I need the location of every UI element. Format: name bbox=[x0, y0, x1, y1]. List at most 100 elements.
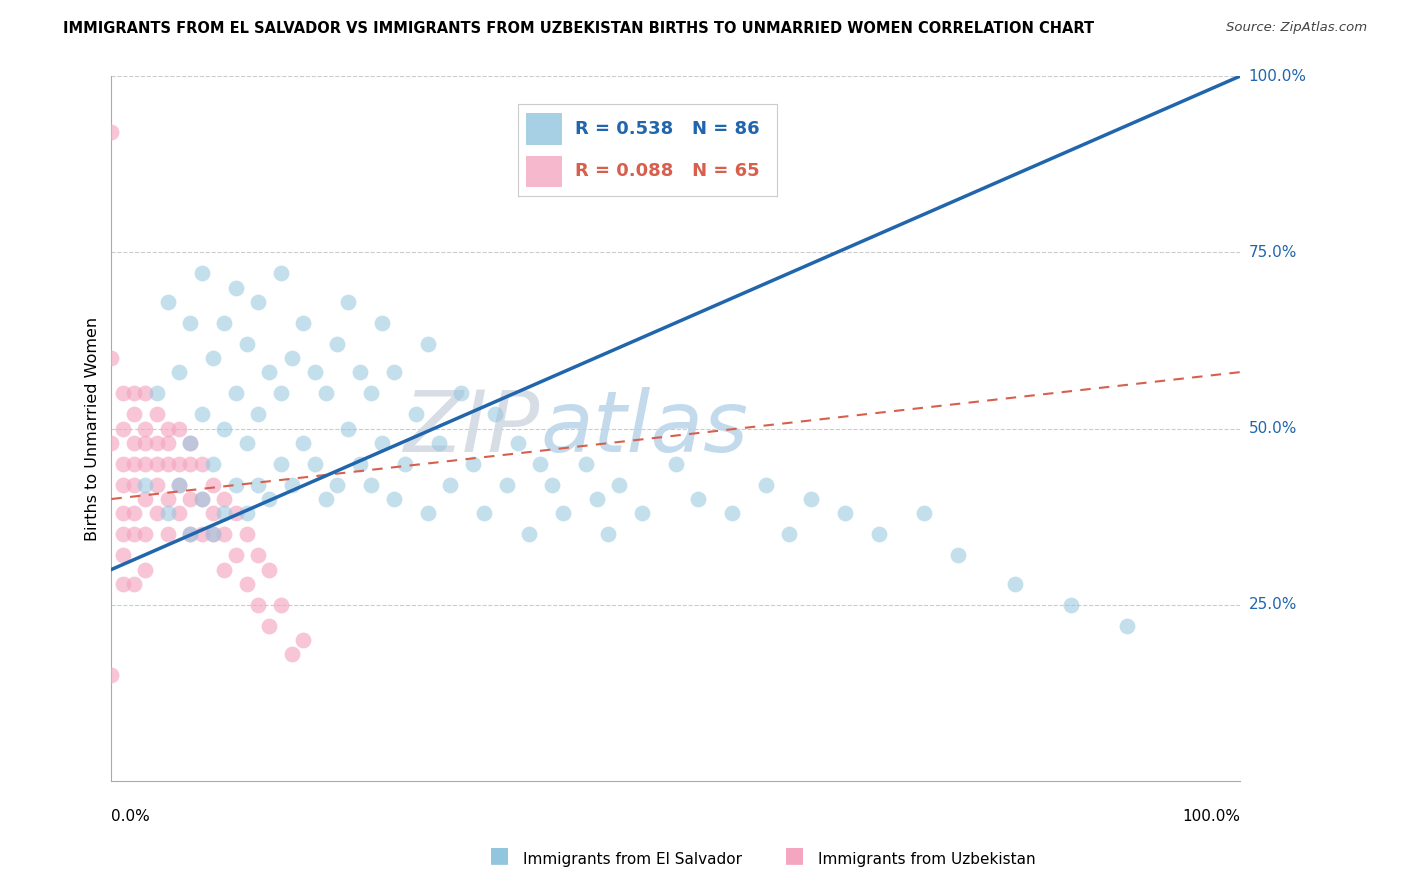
Point bbox=[179, 491, 201, 506]
Text: 0.0%: 0.0% bbox=[111, 809, 150, 824]
Point bbox=[134, 562, 156, 576]
Point bbox=[236, 576, 259, 591]
Point bbox=[145, 435, 167, 450]
Point bbox=[202, 457, 225, 471]
Point bbox=[236, 337, 259, 351]
Point bbox=[382, 365, 405, 379]
Point bbox=[167, 457, 190, 471]
Point bbox=[100, 668, 122, 682]
Point bbox=[281, 351, 304, 365]
Point bbox=[225, 386, 247, 401]
Point bbox=[506, 435, 529, 450]
Point bbox=[214, 527, 236, 541]
Point bbox=[247, 549, 270, 563]
Point bbox=[202, 478, 225, 492]
Point bbox=[326, 337, 349, 351]
Point bbox=[202, 527, 225, 541]
Text: atlas: atlas bbox=[540, 387, 748, 470]
Point bbox=[214, 421, 236, 435]
Point bbox=[247, 408, 270, 422]
Point bbox=[236, 527, 259, 541]
Point bbox=[484, 408, 506, 422]
Point bbox=[574, 457, 596, 471]
Point bbox=[100, 435, 122, 450]
Point bbox=[1060, 598, 1083, 612]
Point bbox=[540, 478, 562, 492]
Point bbox=[156, 527, 179, 541]
Point bbox=[111, 478, 134, 492]
Point bbox=[111, 549, 134, 563]
Point bbox=[202, 527, 225, 541]
Point bbox=[167, 506, 190, 520]
Point bbox=[946, 549, 969, 563]
Point bbox=[292, 435, 315, 450]
Point bbox=[270, 386, 292, 401]
Point bbox=[315, 491, 337, 506]
Point bbox=[349, 457, 371, 471]
Point bbox=[225, 280, 247, 294]
Text: 25.0%: 25.0% bbox=[1249, 598, 1296, 612]
Point bbox=[111, 576, 134, 591]
Point bbox=[371, 435, 394, 450]
Point bbox=[179, 457, 201, 471]
Point bbox=[179, 435, 201, 450]
Point bbox=[134, 478, 156, 492]
Point bbox=[167, 478, 190, 492]
Point bbox=[145, 457, 167, 471]
Point bbox=[190, 457, 212, 471]
Point bbox=[360, 386, 382, 401]
Point bbox=[122, 457, 145, 471]
Text: Immigrants from Uzbekistan: Immigrants from Uzbekistan bbox=[818, 852, 1036, 867]
Point bbox=[214, 562, 236, 576]
Point bbox=[472, 506, 495, 520]
Point bbox=[868, 527, 890, 541]
Point bbox=[122, 506, 145, 520]
Point bbox=[100, 125, 122, 139]
Point bbox=[416, 337, 439, 351]
Point bbox=[259, 491, 281, 506]
Point bbox=[100, 351, 122, 365]
Text: ZIP: ZIP bbox=[404, 387, 540, 470]
Point bbox=[304, 457, 326, 471]
Point bbox=[111, 457, 134, 471]
Point bbox=[800, 491, 823, 506]
Point bbox=[259, 365, 281, 379]
Point bbox=[134, 421, 156, 435]
Point bbox=[122, 408, 145, 422]
Point bbox=[111, 386, 134, 401]
Point bbox=[337, 421, 360, 435]
Point bbox=[202, 506, 225, 520]
Point bbox=[214, 316, 236, 330]
Point bbox=[214, 491, 236, 506]
Point bbox=[292, 316, 315, 330]
Point bbox=[122, 527, 145, 541]
Point bbox=[134, 527, 156, 541]
Point bbox=[134, 435, 156, 450]
Point bbox=[122, 478, 145, 492]
Point bbox=[1116, 619, 1139, 633]
Point bbox=[292, 632, 315, 647]
Point bbox=[517, 527, 540, 541]
Point bbox=[337, 294, 360, 309]
Text: ■: ■ bbox=[489, 846, 509, 865]
Point bbox=[225, 478, 247, 492]
Text: 100.0%: 100.0% bbox=[1249, 69, 1306, 84]
Point bbox=[145, 408, 167, 422]
Point bbox=[270, 457, 292, 471]
Point bbox=[134, 386, 156, 401]
Text: IMMIGRANTS FROM EL SALVADOR VS IMMIGRANTS FROM UZBEKISTAN BIRTHS TO UNMARRIED WO: IMMIGRANTS FROM EL SALVADOR VS IMMIGRANT… bbox=[63, 21, 1094, 36]
Point bbox=[721, 506, 744, 520]
Text: Immigrants from El Salvador: Immigrants from El Salvador bbox=[523, 852, 742, 867]
Point bbox=[551, 506, 574, 520]
Point bbox=[270, 598, 292, 612]
Point bbox=[167, 365, 190, 379]
Point bbox=[179, 435, 201, 450]
Point bbox=[111, 506, 134, 520]
Point bbox=[214, 506, 236, 520]
Point bbox=[156, 435, 179, 450]
Point bbox=[202, 351, 225, 365]
Point bbox=[247, 478, 270, 492]
Point bbox=[326, 478, 349, 492]
Point bbox=[609, 478, 631, 492]
Point bbox=[145, 386, 167, 401]
